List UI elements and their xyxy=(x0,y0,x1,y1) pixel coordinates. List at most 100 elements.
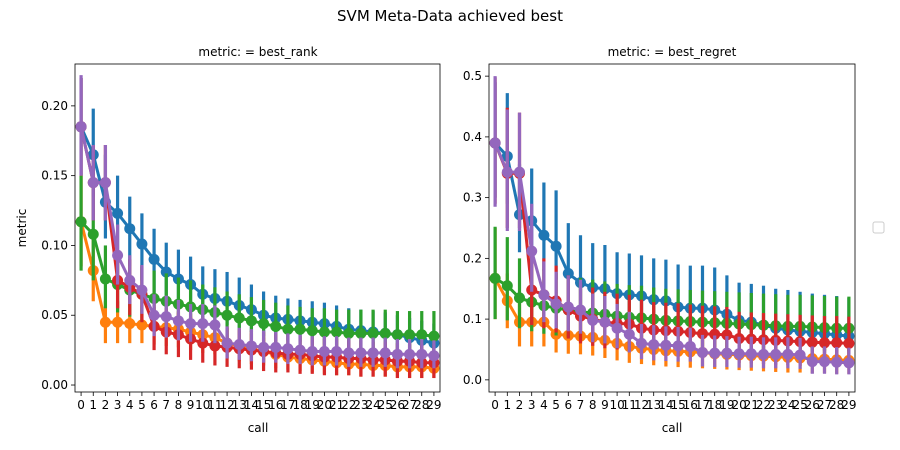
data-point xyxy=(306,346,318,358)
data-point xyxy=(416,348,428,360)
x-tick-label: 2 xyxy=(516,398,524,412)
x-tick-label: 1 xyxy=(503,398,511,412)
axes-frame xyxy=(74,63,441,393)
data-point xyxy=(819,356,830,368)
x-tick-label: 27 xyxy=(817,398,832,412)
data-point xyxy=(623,328,635,340)
data-point xyxy=(221,309,233,321)
data-point xyxy=(245,340,257,352)
data-point xyxy=(550,298,562,310)
y-tick-label: 0.3 xyxy=(463,191,482,205)
y-tick-label: 0.4 xyxy=(463,130,482,144)
data-point xyxy=(221,337,233,349)
data-point xyxy=(636,337,647,349)
x-tick-label: 4 xyxy=(540,398,548,412)
data-point xyxy=(124,274,136,286)
data-point xyxy=(172,315,184,327)
y-axis-label: metric xyxy=(15,209,29,248)
x-tick-label: 13 xyxy=(232,398,247,412)
data-point xyxy=(404,348,416,360)
data-point xyxy=(282,343,294,355)
data-point xyxy=(379,327,391,339)
data-point xyxy=(758,348,769,360)
x-tick-label: 3 xyxy=(114,398,122,412)
data-point xyxy=(562,268,574,280)
y-tick-label: 0.5 xyxy=(463,69,482,83)
series-line xyxy=(79,126,435,345)
data-point xyxy=(514,292,525,304)
x-tick-label: 25 xyxy=(792,398,807,412)
data-point xyxy=(294,323,306,335)
series-5 xyxy=(75,75,440,369)
data-point xyxy=(501,166,513,178)
data-point xyxy=(721,347,733,359)
data-point xyxy=(489,272,501,284)
data-point xyxy=(794,349,806,361)
y-tick-label: 0.0 xyxy=(463,373,482,387)
figure-suptitle: SVM Meta-Data achieved best xyxy=(337,7,563,25)
x-tick-label: 26 xyxy=(805,398,820,412)
axes-frame xyxy=(488,63,856,393)
data-point xyxy=(709,328,721,340)
x-tick-label: 8 xyxy=(175,398,183,412)
x-tick-label: 10 xyxy=(609,398,624,412)
data-point xyxy=(697,328,708,340)
data-point xyxy=(843,337,855,349)
x-tick-label: 6 xyxy=(150,398,158,412)
y-tick-label: 0.15 xyxy=(41,169,68,183)
data-point xyxy=(245,315,257,327)
data-point xyxy=(672,340,684,352)
data-point xyxy=(501,280,513,292)
data-point xyxy=(733,348,745,360)
x-tick-label: 17 xyxy=(280,398,295,412)
data-point xyxy=(294,344,306,356)
data-point xyxy=(136,238,148,250)
x-tick-label: 20 xyxy=(317,398,332,412)
data-point xyxy=(526,245,538,257)
y-tick-label: 0.1 xyxy=(463,312,482,326)
data-point xyxy=(782,348,794,360)
data-point xyxy=(843,357,855,369)
x-tick-label: 10 xyxy=(195,398,210,412)
x-tick-label: 5 xyxy=(552,398,560,412)
panel-title: metric: = best_regret xyxy=(608,45,737,59)
y-tick-label: 0.10 xyxy=(41,238,68,252)
data-point xyxy=(404,329,416,341)
x-tick-label: 26 xyxy=(390,398,405,412)
data-point xyxy=(831,337,843,349)
data-point xyxy=(562,301,574,313)
data-point xyxy=(124,223,136,235)
data-point xyxy=(270,320,282,332)
x-tick-label: 12 xyxy=(219,398,234,412)
data-point xyxy=(806,356,818,368)
x-tick-label: 27 xyxy=(402,398,417,412)
data-point xyxy=(209,319,221,331)
series-line xyxy=(79,126,434,365)
x-tick-label: 29 xyxy=(426,398,441,412)
data-point xyxy=(112,316,124,328)
data-point xyxy=(611,322,623,334)
data-point xyxy=(112,207,124,219)
data-point xyxy=(148,253,160,265)
data-point xyxy=(745,348,757,360)
x-tick-label: 1 xyxy=(89,398,97,412)
data-point xyxy=(550,240,562,252)
data-point xyxy=(258,341,270,353)
x-tick-label: 13 xyxy=(646,398,661,412)
x-tick-label: 15 xyxy=(670,398,685,412)
y-tick-label: 0.20 xyxy=(41,99,68,113)
x-tick-label: 22 xyxy=(341,398,356,412)
data-point xyxy=(148,309,160,321)
x-axis-label: call xyxy=(662,421,683,435)
series-line xyxy=(493,142,849,345)
x-tick-label: 2 xyxy=(102,398,110,412)
data-point xyxy=(684,340,696,352)
data-point xyxy=(416,329,428,341)
data-point xyxy=(831,356,843,368)
x-tick-label: 12 xyxy=(634,398,649,412)
data-point xyxy=(99,177,111,189)
data-point xyxy=(87,177,99,189)
data-point xyxy=(331,346,343,358)
data-point xyxy=(599,316,611,328)
